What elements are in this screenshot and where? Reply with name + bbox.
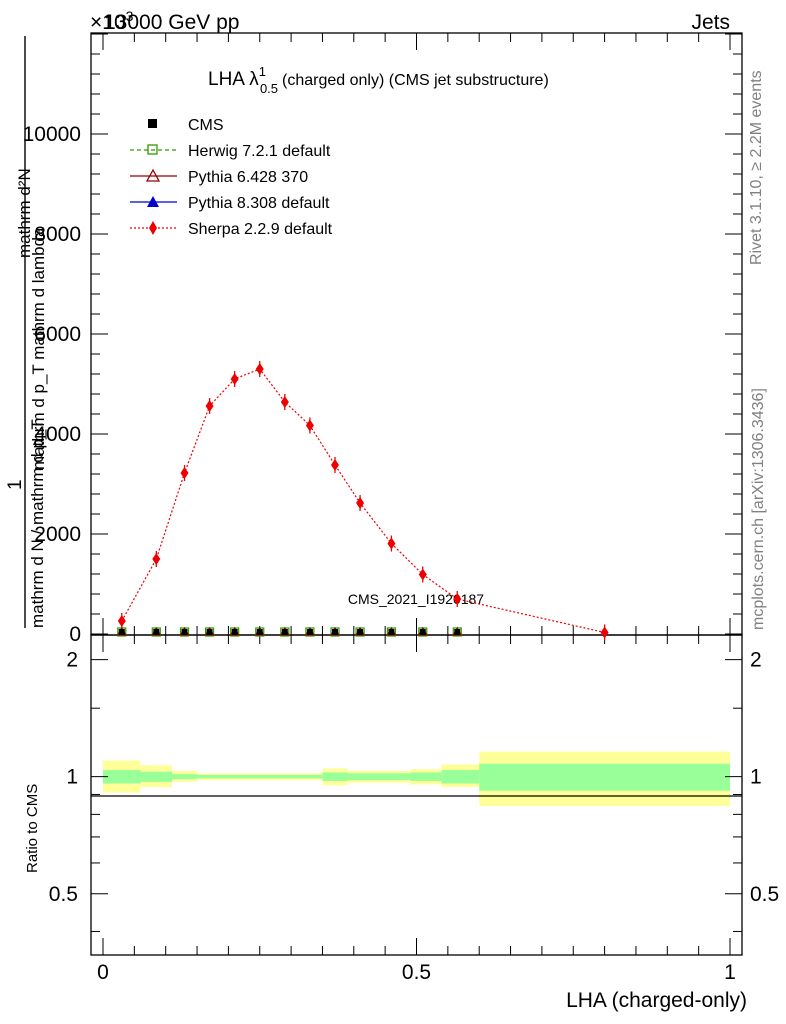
cms-point <box>206 629 213 635</box>
ratio-y-label: Ratio to CMS <box>24 784 41 873</box>
main-ytick-label: 6000 <box>34 323 81 346</box>
flat-series-points <box>116 626 463 637</box>
cms-point <box>118 629 125 635</box>
cms-point <box>181 629 188 635</box>
xtick-label: 1 <box>724 961 736 984</box>
sherpa-point <box>387 537 396 550</box>
sherpa-point <box>230 373 239 385</box>
y-label-numerator-2: mathrm d²N <box>15 168 34 258</box>
analysis-watermark: CMS_2021_I1920187 <box>348 591 484 607</box>
ratio-bands <box>103 751 730 807</box>
legend-pythia6-label: Pythia 6.428 370 <box>188 169 308 186</box>
rivet-label: Rivet 3.1.10, ≥ 2.2M events <box>748 70 765 265</box>
cms-point <box>419 629 426 635</box>
sherpa-point <box>453 593 462 605</box>
xtick-label: 0.5 <box>402 961 431 984</box>
legend-herwig-label: Herwig 7.2.1 default <box>188 143 331 160</box>
cms-point <box>454 629 461 635</box>
legend-cms-label: CMS <box>188 117 224 134</box>
sherpa-point <box>180 467 189 479</box>
ratio-ytick-label-right: 1 <box>750 766 762 789</box>
legend: CMS Herwig 7.2.1 default Pythia 6.428 37… <box>130 117 333 238</box>
ratio-band-inner-2 <box>171 774 198 780</box>
header-right: Jets <box>691 11 730 34</box>
x-axis-label: LHA (charged-only) <box>566 989 747 1012</box>
xtick-label: 0 <box>97 961 109 984</box>
y-label-denominator: mathrm d N / mathrm d p_T <box>28 419 47 628</box>
sherpa-point <box>356 497 365 509</box>
ratio-band-inner-3 <box>197 775 323 779</box>
ratio-band-inner-6 <box>410 772 442 781</box>
main-ytick-label: 10000 <box>23 123 81 146</box>
legend-pythia8-marker <box>147 196 159 207</box>
ratio-ytick-label-right: 0.5 <box>750 883 779 906</box>
plot-title: LHA λ1 0.5 (charged only) (CMS jet substru… <box>208 64 549 96</box>
main-ytick-label: 8000 <box>34 223 81 246</box>
sherpa-point <box>330 459 339 471</box>
cms-point <box>306 629 313 635</box>
ratio-ytick-label-left: 1 <box>66 766 78 789</box>
sherpa-points <box>117 363 609 639</box>
axis-tick-labels: 0 2000 4000 6000 8000 10000 0 0.5 1 0.5 0.5 1 1 2 2 <box>23 123 780 984</box>
main-ytick-label: 2000 <box>34 523 81 546</box>
ratio-band-inner-7 <box>441 770 480 784</box>
sherpa-point <box>280 396 289 408</box>
main-ytick-label: 0 <box>69 623 81 646</box>
legend-cms-marker <box>148 119 157 128</box>
legend-herwig-marker <box>147 144 158 155</box>
main-ytick-label: 4000 <box>34 423 81 446</box>
y-label-one: 1 <box>5 479 26 490</box>
cms-point <box>388 629 395 635</box>
exponent-label: ×103 <box>90 8 134 34</box>
legend-sherpa-label: Sherpa 2.2.9 default <box>188 221 333 238</box>
sherpa-point <box>418 568 427 581</box>
cms-point <box>153 629 160 635</box>
ratio-ytick-label-left: 2 <box>66 649 78 672</box>
sherpa-point <box>305 419 314 432</box>
ratio-band-inner-0 <box>103 770 141 784</box>
sherpa-point <box>205 400 214 412</box>
cms-point <box>331 629 338 635</box>
sherpa-point <box>600 626 609 639</box>
cms-point <box>281 629 288 635</box>
legend-pythia8-label: Pythia 8.308 default <box>188 195 330 212</box>
ratio-band-inner-8 <box>479 763 730 791</box>
ratio-ytick-label-left: 0.5 <box>49 883 78 906</box>
main-y-label: 1 <box>5 479 26 490</box>
y-label-denominator-2: mathrm d p_T mathrm d lambda <box>29 227 48 470</box>
ratio-band-inner-4 <box>322 772 348 781</box>
sherpa-line <box>121 368 605 634</box>
legend-pythia6-marker <box>145 168 161 182</box>
ratio-band-inner-1 <box>140 771 172 782</box>
cms-point <box>256 629 263 635</box>
header-left: 13000 GeV pp <box>104 11 239 34</box>
mcplots-label: mcplots.cern.ch [arXiv:1306.3436] <box>750 388 767 630</box>
cms-point <box>357 629 364 635</box>
sherpa-point <box>152 553 161 565</box>
legend-sherpa-marker <box>149 221 157 235</box>
ratio-ytick-label-right: 2 <box>750 649 762 672</box>
sherpa-point <box>255 363 264 375</box>
sherpa-point <box>117 615 126 627</box>
cms-point <box>231 629 238 635</box>
ratio-band-inner-5 <box>347 773 411 781</box>
